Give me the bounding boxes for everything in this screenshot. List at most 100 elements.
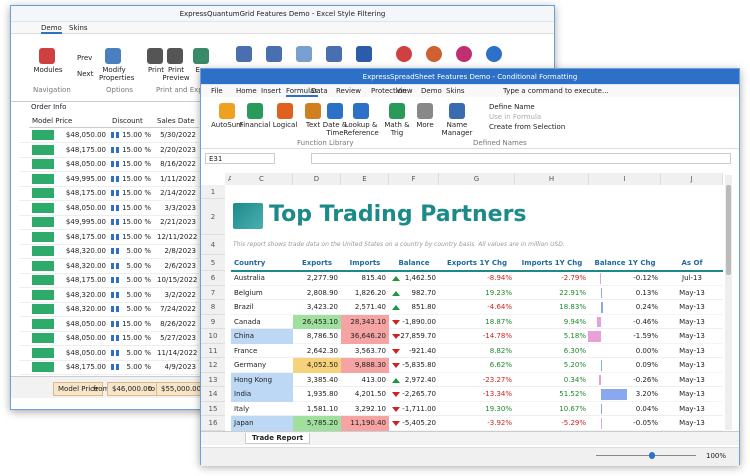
button-icon[interactable]: [193, 48, 209, 64]
filter-max[interactable]: $55,000.00: [156, 382, 207, 396]
sheet-cell[interactable]: Italy: [234, 404, 250, 413]
sheet-cell[interactable]: May-13: [679, 332, 705, 340]
sheet-cell[interactable]: 1,826.20: [354, 288, 386, 297]
sheet-cell[interactable]: 8.82%: [489, 346, 512, 355]
sheet-tab[interactable]: Trade Report: [245, 433, 311, 444]
filter-min[interactable]: $46,000.00: [107, 382, 158, 396]
sheet-cell[interactable]: 5.18%: [563, 332, 586, 340]
ribbon-button[interactable]: Modules: [33, 66, 63, 74]
sheet-cell[interactable]: 8,786.50: [306, 332, 338, 340]
ribbon-icon[interactable]: [296, 46, 312, 62]
name-item[interactable]: Define Name: [489, 103, 535, 111]
row-header[interactable]: 5: [201, 255, 225, 271]
sheet-cell[interactable]: 9,888.30: [341, 358, 389, 373]
sheet-cell[interactable]: -0.26%: [633, 375, 658, 384]
ribbon-icon[interactable]: [326, 46, 342, 62]
sheet-cell[interactable]: 0.13%: [635, 288, 658, 297]
sheet-cell[interactable]: -14.78%: [482, 332, 512, 340]
ribbon-tab[interactable]: View: [396, 87, 413, 95]
sheet-cell[interactable]: 1,935.80: [306, 390, 338, 398]
row-header[interactable]: 16: [201, 416, 225, 431]
ribbon-tab[interactable]: Demo: [421, 87, 442, 95]
sheet-cell[interactable]: 0.04%: [635, 404, 658, 413]
sheet-cell[interactable]: 1,581.10: [306, 404, 338, 413]
sheet-cell[interactable]: Australia: [234, 274, 265, 282]
sheet-cell[interactable]: 2,571.40: [354, 303, 386, 311]
command-search[interactable]: Type a command to execute...: [503, 87, 609, 95]
row-header[interactable]: 2: [201, 199, 225, 235]
column-header[interactable]: F: [389, 173, 439, 185]
sheet-cell[interactable]: 815.40: [361, 274, 387, 282]
button-icon[interactable]: [247, 103, 263, 119]
sheet-cell[interactable]: 2,972.40: [404, 375, 436, 384]
sheet-cell[interactable]: 4,201.50: [354, 390, 386, 398]
sheet-cell[interactable]: -921.40: [408, 346, 436, 355]
row-header[interactable]: 6: [201, 271, 225, 286]
ribbon-tab[interactable]: Skins: [69, 24, 88, 32]
table-header[interactable]: Country: [231, 256, 293, 272]
sheet-cell[interactable]: 0.24%: [635, 303, 658, 311]
ribbon-button[interactable]: Financial: [239, 121, 271, 129]
ribbon-tab[interactable]: Review: [336, 87, 361, 95]
sheet-cell[interactable]: May-13: [679, 288, 705, 297]
sheet-cell[interactable]: -2.79%: [561, 274, 586, 282]
ribbon-icon[interactable]: [486, 46, 502, 62]
button-icon[interactable]: [449, 103, 465, 119]
sheet-cell[interactable]: 0.34%: [563, 375, 586, 384]
name-item[interactable]: Create from Selection: [489, 123, 566, 131]
sheet-cell[interactable]: -8.94%: [487, 274, 512, 282]
row-header[interactable]: 14: [201, 387, 225, 402]
ribbon-button[interactable]: Next: [77, 70, 94, 78]
sheet-cell[interactable]: 51.52%: [559, 390, 586, 398]
button-icon[interactable]: [39, 48, 55, 64]
sheet-cell[interactable]: 22.91%: [559, 288, 586, 297]
sheet-cell[interactable]: 6.30%: [563, 346, 586, 355]
table-header[interactable]: Balance: [389, 256, 439, 272]
name-item[interactable]: Use in Formula: [489, 113, 542, 121]
sheet-cell[interactable]: 11,190.40: [341, 416, 389, 431]
ribbon-button[interactable]: Prev: [77, 54, 93, 62]
row-header[interactable]: 7: [201, 285, 225, 300]
ribbon-tab[interactable]: Formulas: [286, 87, 318, 97]
v-scrollbar[interactable]: [725, 175, 732, 430]
sheet-cell[interactable]: Germany: [234, 361, 267, 369]
ribbon-icon[interactable]: [396, 46, 412, 62]
sheet-cell[interactable]: 18.87%: [485, 317, 512, 326]
sheet-cell[interactable]: -1,890.00: [402, 317, 436, 326]
ribbon-icon[interactable]: [266, 46, 282, 62]
table-header[interactable]: Exports: [293, 256, 341, 272]
ribbon-tab[interactable]: Demo: [41, 24, 62, 34]
ribbon-button[interactable]: Print Preview: [162, 66, 190, 82]
filter-field[interactable]: Model Price: [53, 382, 104, 396]
sheet-cell[interactable]: 5.20%: [563, 361, 586, 369]
row-header[interactable]: 15: [201, 401, 225, 416]
ribbon-tab[interactable]: Protection: [371, 87, 407, 95]
table-header[interactable]: Exports 1Y Chg: [439, 256, 515, 272]
button-icon[interactable]: [305, 103, 321, 119]
table-header[interactable]: Imports: [341, 256, 389, 272]
sheet-cell[interactable]: 982.70: [411, 288, 437, 297]
sheet-cell[interactable]: 1,462.50: [404, 274, 436, 282]
sheet-cell[interactable]: 2,642.30: [306, 346, 338, 355]
ribbon-button[interactable]: Modify Properties: [99, 66, 135, 82]
sheet-cell[interactable]: -2,265.70: [402, 390, 436, 398]
button-icon[interactable]: [417, 103, 433, 119]
button-icon[interactable]: [105, 48, 121, 64]
column-header[interactable]: Discount: [109, 114, 154, 128]
ribbon-icon[interactable]: [426, 46, 442, 62]
sheet-cell[interactable]: -1,711.00: [402, 404, 436, 413]
column-header[interactable]: G: [439, 173, 515, 185]
sheet-cell[interactable]: 2,808.90: [306, 288, 338, 297]
table-header[interactable]: As Of: [661, 256, 723, 272]
sheet-cell[interactable]: May-13: [679, 346, 705, 355]
row-header[interactable]: 9: [201, 314, 225, 329]
sheet-cell[interactable]: -3.92%: [487, 419, 512, 427]
button-icon[interactable]: [277, 103, 293, 119]
formula-input[interactable]: [311, 153, 731, 164]
sheet-cell[interactable]: 3,385.40: [306, 375, 338, 384]
ribbon-tab[interactable]: Skins: [446, 87, 465, 95]
row-header[interactable]: 11: [201, 343, 225, 358]
ribbon-button[interactable]: Print: [147, 66, 165, 74]
ribbon-icon[interactable]: [236, 46, 252, 62]
ribbon-tab[interactable]: Data: [311, 87, 328, 95]
